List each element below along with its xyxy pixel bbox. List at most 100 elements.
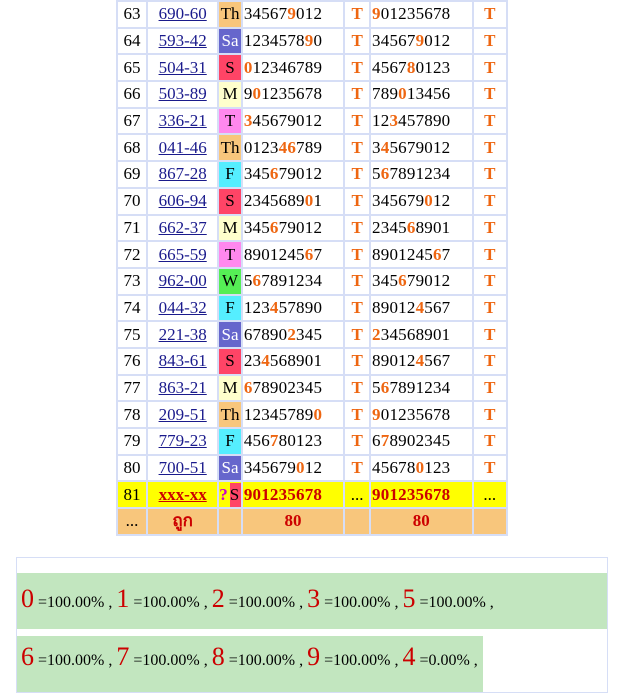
- results-table: 63 690-60 Th 345679012 T 901235678 T 64 593-42 Sa…: [116, 0, 508, 536]
- result-code-link[interactable]: 221-38: [158, 324, 207, 344]
- result-code-cell: 662-37: [148, 215, 218, 241]
- result-code-link[interactable]: 662-37: [158, 217, 207, 237]
- sequence-2: 567891234: [371, 162, 472, 187]
- seq-digit: 8: [424, 111, 433, 131]
- seq-digit: 4: [372, 57, 381, 77]
- seq-digit: 2: [372, 324, 381, 344]
- seq-digit: 0: [278, 377, 288, 397]
- stat-digit: 8: [211, 642, 225, 671]
- seq-digit: 5: [261, 217, 270, 237]
- result-code-cell: 867-28: [148, 162, 218, 187]
- seq-digit: 2: [372, 217, 381, 237]
- seq-digit: 9: [372, 4, 381, 24]
- seq-digit: 9: [304, 297, 314, 317]
- table-row: 76 843-61 S 234568901 T 890124567 T: [118, 348, 506, 374]
- day-badge: F: [219, 162, 241, 187]
- result-code-link[interactable]: 867-28: [158, 164, 207, 184]
- day-badge: T: [219, 108, 241, 134]
- result-code-link[interactable]: 962-00: [158, 271, 207, 291]
- seq-digit: 9: [380, 244, 390, 264]
- status-1: T: [345, 82, 370, 107]
- status-2: T: [473, 402, 506, 427]
- result-code-link[interactable]: 690-60: [158, 4, 207, 24]
- seq-digit: 1: [313, 351, 323, 371]
- seq-digit: 7: [372, 84, 381, 104]
- seq-digit: 4: [278, 57, 288, 77]
- result-code-link[interactable]: 700-51: [158, 458, 207, 478]
- seq-digit: 9: [415, 137, 425, 157]
- seq-digit: 9: [296, 191, 305, 211]
- seq-digit: 3: [372, 31, 381, 51]
- result-code-link[interactable]: 209-51: [158, 404, 207, 424]
- seq-digit: 5: [261, 164, 270, 184]
- seq-digit: 2: [441, 271, 451, 291]
- seq-digit: 9: [424, 217, 433, 237]
- seq-digit: 1: [243, 404, 253, 424]
- seq-digit: 1: [424, 57, 433, 77]
- sequence-1: 890124567: [242, 242, 344, 267]
- result-code-link[interactable]: 336-21: [158, 111, 207, 131]
- sequence-2: 890124567: [371, 242, 472, 267]
- seq-digit: 2: [252, 297, 262, 317]
- seq-digit: 3: [389, 111, 399, 131]
- result-code-cell: 041-46: [148, 135, 218, 161]
- row-number: 73: [118, 268, 147, 294]
- row-number: 78: [118, 402, 147, 427]
- result-code-link[interactable]: 041-46: [158, 137, 207, 157]
- result-code-link[interactable]: 044-32: [158, 297, 207, 317]
- result-code-link[interactable]: 593-42: [158, 31, 207, 51]
- status-1: T: [345, 268, 370, 294]
- seq-digit: 5: [398, 217, 407, 237]
- seq-digit: 1: [406, 84, 416, 104]
- seq-digit: 5: [398, 324, 407, 344]
- seq-digit: 2: [313, 4, 323, 24]
- stat-percent: =100.00%: [415, 594, 486, 611]
- result-code-cell: 336-21: [148, 108, 218, 134]
- stat-separator: ,: [199, 594, 212, 611]
- day-badge: T: [219, 242, 241, 267]
- stat-digit: 7: [116, 642, 130, 671]
- seq-digit: 0: [389, 351, 399, 371]
- stats-line-2: 6 =100.00% , 7 =100.00% , 8 =100.00% , 9…: [21, 642, 478, 672]
- seq-digit: 3: [261, 31, 270, 51]
- seq-digit: 2: [424, 377, 433, 397]
- seq-digit: 9: [424, 324, 433, 344]
- seq-digit: 3: [296, 324, 305, 344]
- seq-digit: 4: [398, 111, 407, 131]
- result-code-link[interactable]: 665-59: [158, 244, 207, 264]
- table-row: 73 962-00 W 567891234 T 345679012 T: [118, 268, 506, 294]
- status-2: T: [473, 82, 506, 107]
- row-number: 64: [118, 28, 147, 54]
- status-1: T: [345, 55, 370, 81]
- seq-digit: 2: [380, 111, 390, 131]
- result-code-link[interactable]: 843-61: [158, 351, 207, 371]
- sequence-2: 890124567: [371, 348, 472, 374]
- seq-digit: 3: [372, 191, 381, 211]
- seq-digit: 6: [424, 4, 433, 24]
- seq-digit: 0: [296, 164, 305, 184]
- seq-digit: 9: [380, 351, 390, 371]
- summary-count-1: 80: [242, 509, 344, 534]
- day-badge: Th: [219, 402, 241, 427]
- result-code-link[interactable]: 779-23: [158, 431, 207, 451]
- seq-digit: 6: [269, 4, 279, 24]
- seq-digit: 5: [261, 111, 270, 131]
- result-code-link[interactable]: 503-89: [158, 84, 207, 104]
- seq-digit: 8: [441, 404, 451, 424]
- seq-digit: 1: [415, 164, 425, 184]
- seq-digit: 1: [304, 4, 314, 24]
- result-code-link[interactable]: 504-31: [158, 57, 207, 77]
- seq-digit: 5: [424, 244, 433, 264]
- seq-digit: 8: [415, 324, 425, 344]
- seq-digit: 6: [380, 377, 390, 397]
- result-code-link[interactable]: xxx-xx: [158, 484, 207, 504]
- seq-digit: 3: [269, 137, 279, 157]
- seq-digit: 9: [380, 297, 390, 317]
- result-code-link[interactable]: 863-21: [158, 377, 207, 397]
- result-code-cell: 593-42: [148, 28, 218, 54]
- sequence-2: 901235678: [371, 482, 472, 508]
- seq-digit: 5: [389, 31, 399, 51]
- result-code-link[interactable]: 606-94: [158, 191, 207, 211]
- result-code-cell: 209-51: [148, 402, 218, 427]
- result-code-cell: 606-94: [148, 188, 218, 214]
